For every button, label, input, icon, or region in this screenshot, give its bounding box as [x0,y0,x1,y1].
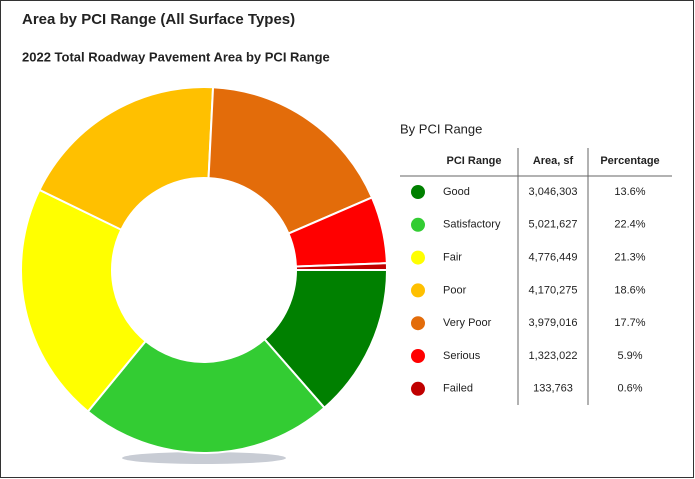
area-label: 3,979,016 [529,317,578,329]
column-header: PCI Range [446,155,501,167]
slice [20,188,148,413]
legend-label: Failed [443,383,473,395]
area-label: 4,170,275 [529,284,578,296]
area-label: 5,021,627 [529,219,578,231]
percentage-label: 5.9% [617,350,642,362]
legend-swatch [411,283,425,298]
area-label: 133,763 [533,383,573,395]
legend-swatch [411,349,425,363]
legend-swatch [411,381,425,396]
percentage-label: 21.3% [614,252,645,264]
legend-swatch [411,316,425,331]
page-title: Area by PCI Range (All Surface Types) [22,11,295,28]
legend-label: Serious [443,350,481,362]
legend-label: Fair [443,252,462,264]
chart-title: 2022 Total Roadway Pavement Area by PCI … [22,49,330,64]
legend-swatch [411,250,425,265]
slice [86,337,326,454]
percentage-label: 22.4% [614,219,645,231]
legend-label: Good [443,186,470,198]
column-header: Percentage [600,155,659,167]
shadow [122,452,286,464]
slice [38,86,215,232]
legend-label: Very Poor [443,317,492,329]
area-label: 4,776,449 [529,252,578,264]
legend-swatch [411,185,425,199]
percentage-label: 0.6% [617,383,642,395]
area-label: 1,323,022 [529,350,578,362]
percentage-label: 18.6% [614,284,645,296]
percentage-label: 13.6% [614,186,645,198]
slice [207,86,374,235]
legend-swatch [411,217,425,232]
legend-label: Satisfactory [443,219,501,231]
legend-title: By PCI Range [400,121,482,136]
slice [294,262,389,271]
legend-label: Poor [443,284,467,296]
area-label: 3,046,303 [529,186,578,198]
column-header: Area, sf [533,155,574,167]
percentage-label: 17.7% [614,317,645,329]
